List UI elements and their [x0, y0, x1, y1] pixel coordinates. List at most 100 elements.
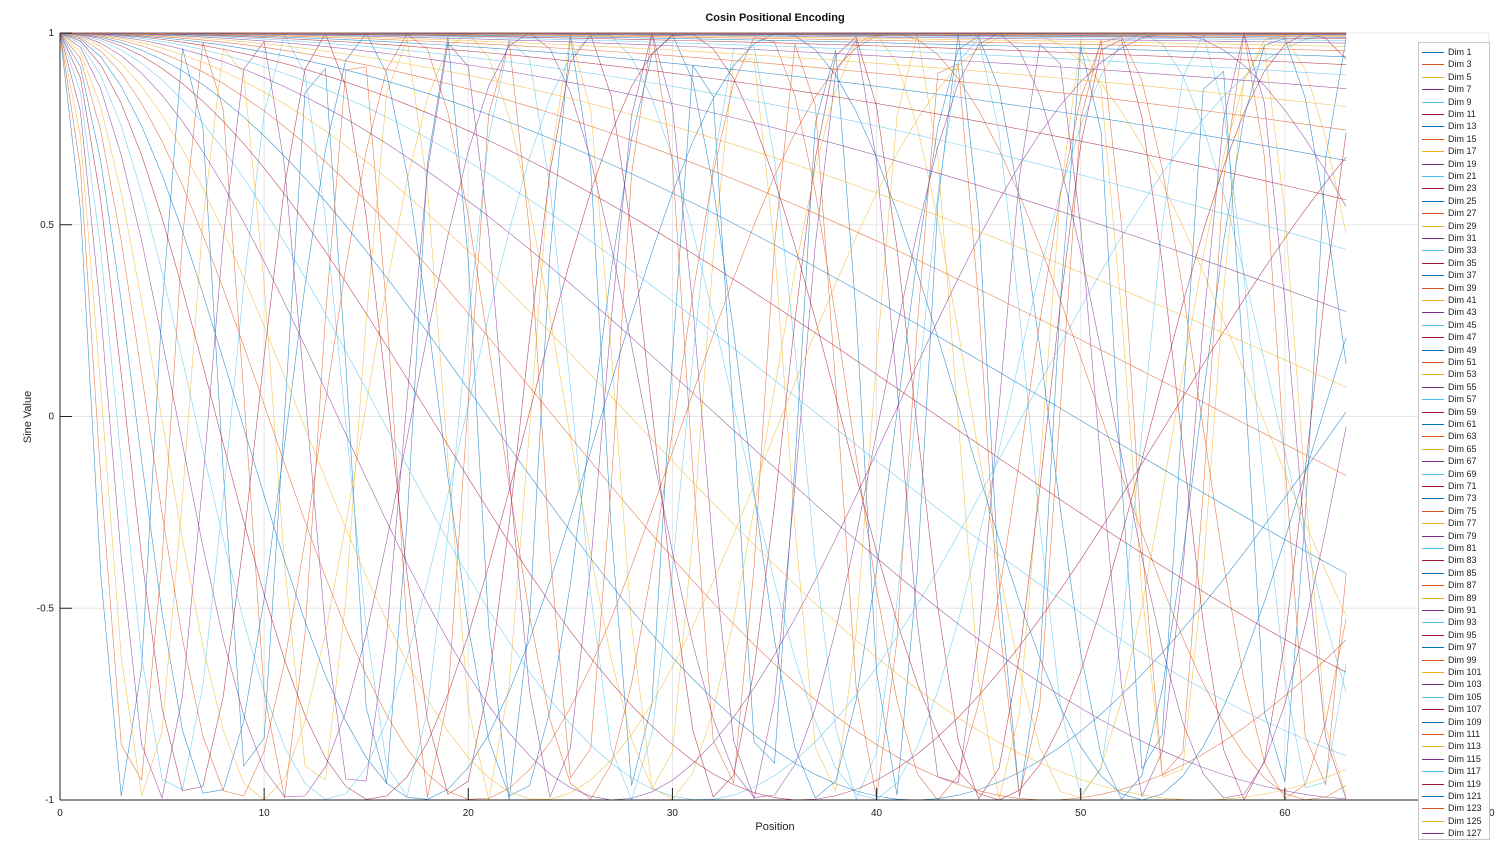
legend-label: Dim 15	[1448, 133, 1477, 144]
legend-label: Dim 93	[1448, 617, 1477, 628]
legend-swatch	[1422, 386, 1444, 388]
legend-item: Dim 7	[1419, 83, 1491, 95]
legend-label: Dim 117	[1448, 766, 1481, 777]
legend-swatch	[1422, 213, 1444, 215]
legend-swatch	[1422, 746, 1444, 748]
legend-swatch	[1422, 250, 1444, 252]
legend-label: Dim 61	[1448, 419, 1477, 429]
series-line-dim-5	[59, 32, 1347, 800]
legend-label: Dim 105	[1448, 691, 1482, 702]
legend-label: Dim 29	[1448, 220, 1477, 231]
legend-label: Dim 111	[1448, 729, 1481, 739]
legend-label: Dim 13	[1448, 121, 1477, 132]
series-lines	[59, 31, 1347, 801]
legend-label: Dim 55	[1448, 381, 1477, 392]
legend-label: Dim 125	[1448, 815, 1482, 826]
legend-item: Dim 89	[1419, 592, 1491, 604]
legend-item: Dim 31	[1419, 232, 1491, 244]
legend-label: Dim 65	[1448, 443, 1477, 454]
chart-title: Cosin Positional Encoding	[705, 12, 844, 24]
legend-item: Dim 29	[1419, 220, 1491, 232]
legend-swatch	[1422, 312, 1444, 314]
series-line-dim-29	[59, 32, 1347, 800]
legend-swatch	[1422, 200, 1444, 202]
legend-swatch	[1422, 188, 1444, 190]
legend-swatch	[1422, 523, 1444, 525]
legend-swatch	[1422, 597, 1444, 599]
legend-swatch	[1422, 126, 1444, 128]
legend-swatch	[1422, 833, 1444, 835]
y-tick-label: 1	[48, 28, 54, 39]
legend-label: Dim 97	[1448, 642, 1477, 653]
legend-item: Dim 41	[1419, 294, 1491, 306]
legend-item: Dim 17	[1419, 145, 1491, 157]
legend-swatch	[1422, 659, 1444, 661]
legend-swatch	[1422, 300, 1444, 301]
legend-label: Dim 59	[1448, 406, 1477, 417]
legend-swatch	[1422, 52, 1444, 53]
legend-swatch	[1422, 424, 1444, 425]
series-line-dim-27	[59, 32, 1347, 801]
legend-label: Dim 25	[1448, 195, 1477, 206]
series-line-dim-43	[59, 32, 1347, 800]
legend-swatch	[1422, 76, 1444, 78]
legend-label: Dim 123	[1448, 803, 1482, 814]
legend-swatch	[1422, 672, 1444, 673]
series-line-dim-51	[59, 32, 1347, 476]
legend-swatch	[1422, 634, 1444, 636]
legend-label: Dim 45	[1448, 319, 1477, 330]
legend-label: Dim 109	[1448, 716, 1482, 727]
x-tick-label: 60	[1279, 808, 1291, 819]
x-tick-label: 0	[57, 808, 63, 819]
legend-swatch	[1422, 163, 1444, 165]
series-line-dim-49	[59, 32, 1347, 574]
legend-item: Dim 27	[1419, 207, 1491, 219]
legend-item: Dim 63	[1419, 430, 1491, 442]
legend-label: Dim 57	[1448, 394, 1477, 405]
legend-item: Dim 53	[1419, 368, 1491, 380]
legend-swatch	[1422, 448, 1444, 450]
legend-item: Dim 33	[1419, 244, 1491, 256]
series-line-dim-53	[59, 32, 1347, 388]
legend-item: Dim 101	[1419, 666, 1491, 678]
series-line-dim-55	[59, 32, 1347, 312]
legend-swatch	[1422, 572, 1444, 574]
legend-label: Dim 85	[1448, 567, 1477, 578]
legend-label: Dim 95	[1448, 629, 1477, 640]
series-line-dim-3	[59, 32, 1347, 799]
legend-label: Dim 107	[1448, 704, 1482, 715]
legend-label: Dim 79	[1448, 530, 1477, 541]
legend-item: Dim 105	[1419, 691, 1491, 703]
legend-label: Dim 121	[1448, 791, 1482, 801]
series-line-dim-61	[59, 32, 1347, 161]
legend-label: Dim 49	[1448, 344, 1477, 355]
legend-label: Dim 7	[1448, 84, 1472, 95]
legend-item: Dim 91	[1419, 604, 1491, 616]
series-line-dim-45	[59, 32, 1347, 757]
legend-item: Dim 71	[1419, 480, 1491, 492]
legend-label: Dim 43	[1448, 307, 1477, 318]
legend-swatch	[1422, 696, 1444, 698]
legend-item: Dim 59	[1419, 406, 1491, 418]
legend-item: Dim 85	[1419, 567, 1491, 579]
legend-item: Dim 15	[1419, 133, 1491, 145]
legend-swatch	[1422, 399, 1444, 401]
legend-item: Dim 11	[1419, 108, 1491, 120]
legend-swatch	[1422, 622, 1444, 624]
legend-swatch	[1422, 548, 1444, 549]
legend-item: Dim 81	[1419, 542, 1491, 554]
legend-swatch	[1422, 808, 1444, 810]
legend-item: Dim 103	[1419, 678, 1491, 690]
legend-swatch	[1422, 734, 1444, 735]
legend-label: Dim 39	[1448, 282, 1477, 293]
legend-item: Dim 51	[1419, 356, 1491, 368]
legend-swatch	[1422, 101, 1444, 103]
legend-swatch	[1422, 138, 1444, 140]
legend-label: Dim 3	[1448, 59, 1472, 70]
legend-label: Dim 99	[1448, 654, 1477, 665]
legend-item: Dim 57	[1419, 393, 1491, 405]
series-line-dim-67	[59, 32, 1347, 89]
legend-swatch	[1422, 535, 1444, 537]
legend-item: Dim 39	[1419, 282, 1491, 294]
series-line-dim-65	[59, 32, 1347, 107]
